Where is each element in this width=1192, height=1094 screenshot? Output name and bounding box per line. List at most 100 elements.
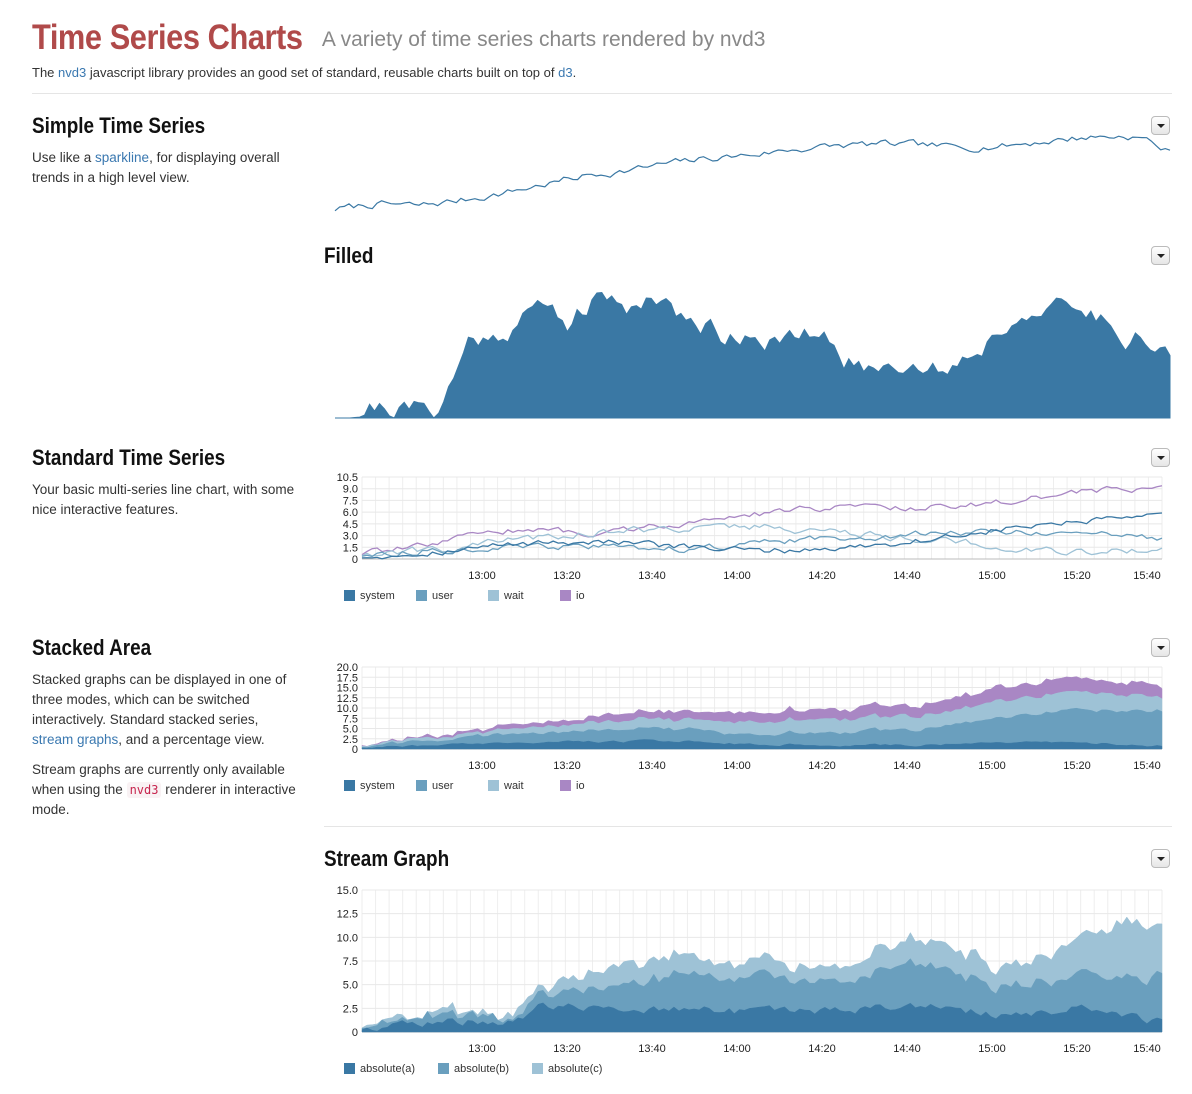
stream-legend-label: absolute(a) bbox=[360, 1063, 415, 1075]
stream-x-tick-label: 13:40 bbox=[638, 1043, 666, 1055]
stacked-y-tick-label: 7.5 bbox=[343, 713, 358, 725]
stacked-legend-label: io bbox=[576, 780, 585, 792]
stacked-y-tick-label: 2.5 bbox=[343, 734, 358, 746]
stacked-legend-swatch bbox=[344, 780, 355, 791]
standard-y-tick-label: 7.5 bbox=[343, 495, 358, 507]
stream-x-tick-label: 14:00 bbox=[723, 1043, 751, 1055]
standard-chart-menu-button[interactable] bbox=[1151, 448, 1170, 467]
standard-x-tick-label: 14:40 bbox=[893, 570, 921, 582]
stacked-chart-menu-button[interactable] bbox=[1151, 638, 1170, 657]
stacked-section-title: Stacked Area bbox=[32, 635, 152, 660]
nvd3-link[interactable]: nvd3 bbox=[58, 65, 87, 80]
standard-y-tick-label: 3.0 bbox=[343, 531, 358, 543]
simple-series-line bbox=[334, 135, 1171, 212]
stream-series-absolute(a) bbox=[361, 1002, 1163, 1033]
simple-time-series-chart bbox=[334, 135, 1171, 212]
standard-legend-swatch bbox=[488, 590, 499, 601]
standard-legend-swatch bbox=[344, 590, 355, 601]
stacked-legend-label: user bbox=[432, 780, 454, 792]
stream-x-tick-label: 15:00 bbox=[978, 1043, 1006, 1055]
standard-y-tick-label: 6.0 bbox=[343, 507, 358, 519]
nvd3-code: nvd3 bbox=[126, 782, 162, 798]
stacked-x-tick-label: 14:20 bbox=[808, 760, 836, 772]
sparkline-link[interactable]: sparkline bbox=[95, 150, 150, 165]
stacked-y-tick-label: 12.5 bbox=[337, 693, 358, 705]
standard-legend-label: system bbox=[360, 590, 395, 602]
standard-legend-swatch bbox=[560, 590, 571, 601]
standard-y-tick-label: 1.5 bbox=[343, 542, 358, 554]
stacked-legend-label: wait bbox=[503, 780, 524, 792]
stream-y-tick-label: 15.0 bbox=[337, 885, 358, 897]
standard-x-tick-label: 14:00 bbox=[723, 570, 751, 582]
stream-graph-chart: 0 2.5 5.0 7.5 10.0 12.5 15.0 13:00 13:20 13:40 14:… bbox=[337, 885, 1163, 1075]
stream-x-tick-label: 15:20 bbox=[1063, 1043, 1091, 1055]
stacked-x-tick-label: 15:00 bbox=[978, 760, 1006, 772]
stacked-x-tick-label: 13:00 bbox=[468, 760, 496, 772]
stacked-x-tick-label: 14:40 bbox=[893, 760, 921, 772]
page-subtitle: A variety of time series charts rendered… bbox=[321, 28, 766, 51]
stacked-x-tick-label: 14:00 bbox=[723, 760, 751, 772]
stacked-y-tick-label: 15.0 bbox=[337, 683, 358, 695]
stream-legend-swatch bbox=[438, 1063, 449, 1074]
stream-y-tick-label: 5.0 bbox=[343, 980, 358, 992]
stream-graphs-link[interactable]: stream graphs bbox=[32, 732, 119, 747]
standard-section-desc: Your basic multi-series line chart, with… bbox=[32, 482, 295, 517]
standard-x-tick-label: 15:00 bbox=[978, 570, 1006, 582]
standard-x-tick-label: 13:00 bbox=[468, 570, 496, 582]
standard-y-tick-label: 9.0 bbox=[343, 484, 358, 496]
standard-y-tick-label: 4.5 bbox=[343, 519, 358, 531]
page-title: Time Series Charts bbox=[32, 18, 303, 57]
stream-divider bbox=[324, 826, 1172, 827]
stacked-legend-label: system bbox=[360, 780, 395, 792]
stacked-section-desc: Stacked graphs can be displayed in one o… bbox=[32, 672, 296, 817]
d3-link[interactable]: d3 bbox=[558, 65, 573, 80]
standard-series-io bbox=[361, 485, 1163, 556]
stacked-y-tick-label: 5.0 bbox=[343, 724, 358, 736]
stacked-y-tick-label: 17.5 bbox=[337, 672, 358, 684]
standard-y-tick-label: 10.5 bbox=[337, 472, 358, 484]
page-header: Time Series Charts A variety of time ser… bbox=[32, 18, 1172, 58]
stacked-legend-swatch bbox=[416, 780, 427, 791]
standard-series-wait bbox=[361, 523, 1163, 557]
stream-y-tick-label: 12.5 bbox=[337, 909, 358, 921]
standard-x-tick-label: 15:20 bbox=[1063, 570, 1091, 582]
stacked-y-tick-label: 20.0 bbox=[337, 662, 358, 674]
filled-time-series-chart bbox=[335, 291, 1171, 419]
stacked-area-chart: 02.55.07.510.012.515.017.520.0 13:00 13:20… bbox=[337, 662, 1163, 792]
stacked-x-tick-label: 13:40 bbox=[638, 760, 666, 772]
stacked-y-tick-label: 0 bbox=[352, 744, 358, 756]
stacked-x-tick-label: 15:40 bbox=[1133, 760, 1161, 772]
standard-series-user bbox=[361, 528, 1163, 558]
simple-section-desc: Use like a sparkline, for displaying ove… bbox=[32, 150, 280, 185]
stream-y-tick-label: 10.0 bbox=[337, 932, 358, 944]
simple-chart-menu-button[interactable] bbox=[1151, 116, 1170, 135]
header-divider bbox=[32, 93, 1172, 94]
standard-legend-label: io bbox=[576, 590, 585, 602]
simple-section-title: Simple Time Series bbox=[32, 113, 206, 138]
standard-time-series-chart: 01.53.04.56.07.59.010.5 13:00 13:20 13:40 14… bbox=[337, 472, 1163, 602]
standard-y-tick-label: 0 bbox=[352, 554, 358, 566]
stream-legend-swatch bbox=[344, 1063, 355, 1074]
stacked-y-tick-label: 10.0 bbox=[337, 703, 358, 715]
standard-x-tick-label: 15:40 bbox=[1133, 570, 1161, 582]
standard-legend-label: user bbox=[432, 590, 454, 602]
filled-chart-menu-button[interactable] bbox=[1151, 246, 1170, 265]
stream-y-tick-label: 7.5 bbox=[343, 956, 358, 968]
stacked-x-tick-label: 13:20 bbox=[553, 760, 581, 772]
stream-x-tick-label: 13:00 bbox=[468, 1043, 496, 1055]
intro-text: The nvd3 javascript library provides an … bbox=[32, 65, 577, 80]
stream-legend-swatch bbox=[532, 1063, 543, 1074]
stream-chart-menu-button[interactable] bbox=[1151, 849, 1170, 868]
stream-x-tick-label: 14:20 bbox=[808, 1043, 836, 1055]
filled-section-title: Filled bbox=[324, 243, 374, 268]
stream-legend-label: absolute(c) bbox=[548, 1063, 602, 1075]
stacked-x-tick-label: 15:20 bbox=[1063, 760, 1091, 772]
stacked-legend-swatch bbox=[488, 780, 499, 791]
stacked-legend-swatch bbox=[560, 780, 571, 791]
stream-y-tick-label: 0 bbox=[352, 1027, 358, 1039]
standard-legend-swatch bbox=[416, 590, 427, 601]
stream-x-tick-label: 15:40 bbox=[1133, 1043, 1161, 1055]
stream-y-tick-label: 2.5 bbox=[343, 1003, 358, 1015]
standard-section-title: Standard Time Series bbox=[32, 445, 226, 470]
standard-x-tick-label: 13:40 bbox=[638, 570, 666, 582]
